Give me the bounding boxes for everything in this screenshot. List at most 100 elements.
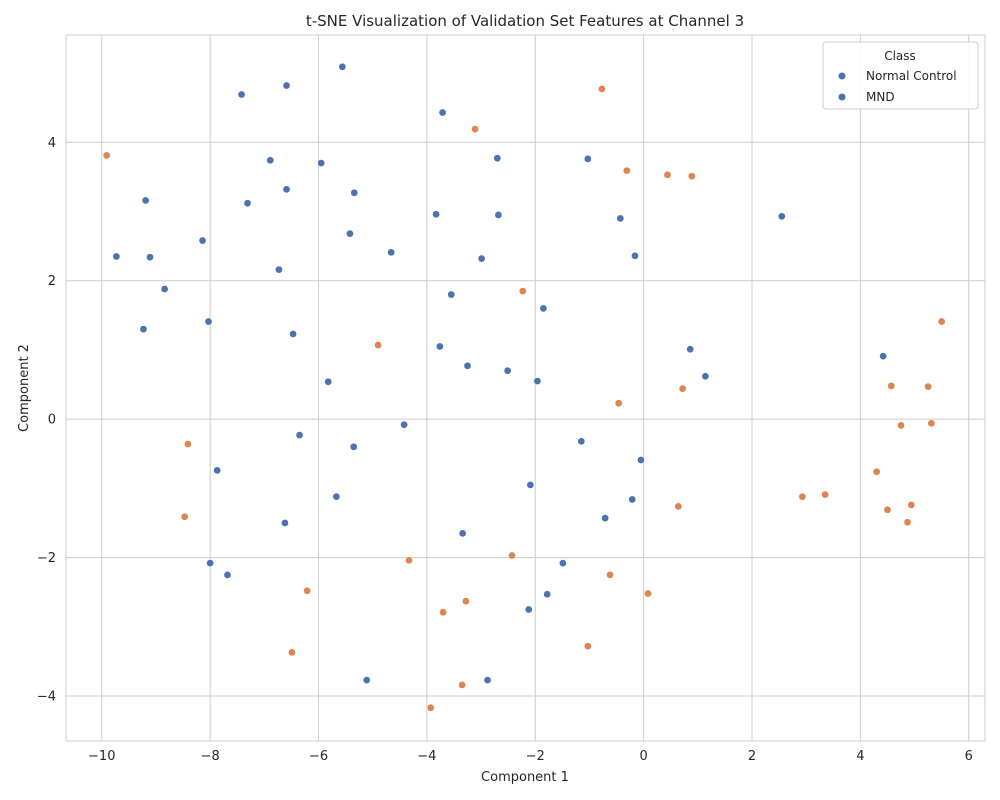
data-point-normal-control (213, 466, 222, 475)
grid-lines (66, 35, 985, 741)
data-point-mnd (598, 85, 606, 93)
data-point-normal-control (631, 251, 639, 260)
x-axis-label: Component 1 (481, 770, 569, 785)
x-tick-label: 0 (639, 749, 647, 764)
data-point-normal-control (777, 212, 786, 221)
data-point-mnd (288, 648, 296, 657)
data-point-normal-control (223, 571, 232, 579)
data-point-normal-control (332, 492, 341, 501)
x-tick-label: 2 (748, 749, 756, 764)
data-point-normal-control (438, 108, 447, 117)
data-point-mnd (374, 341, 382, 349)
data-point-normal-control (350, 188, 359, 197)
data-point-normal-control (141, 196, 150, 205)
data-point-mnd (663, 170, 672, 179)
data-point-mnd (583, 642, 592, 651)
data-point-normal-control (601, 514, 610, 522)
legend-marker-mnd (838, 93, 846, 101)
data-point-normal-control (266, 156, 275, 165)
x-tick-label: −4 (417, 749, 436, 764)
data-point-normal-control (637, 456, 645, 464)
data-point-normal-control (701, 372, 710, 381)
data-point-normal-control (387, 248, 395, 257)
data-point-mnd (937, 317, 946, 326)
y-axis-label: Component 2 (17, 344, 32, 432)
data-point-mnd (606, 571, 614, 579)
data-point-normal-control (543, 590, 552, 599)
data-point-mnd (426, 703, 435, 712)
data-point-normal-control (338, 62, 347, 71)
data-point-normal-control (436, 342, 444, 351)
data-points (102, 62, 946, 712)
data-point-normal-control (526, 481, 535, 489)
legend: Class Normal Control MND (822, 41, 979, 110)
data-point-normal-control (295, 431, 304, 439)
data-point-mnd (518, 287, 527, 295)
data-point-normal-control (524, 605, 533, 614)
data-point-normal-control (686, 345, 695, 354)
data-point-normal-control (281, 519, 289, 527)
data-point-normal-control (477, 254, 486, 263)
data-point-mnd (872, 467, 881, 476)
data-point-mnd (821, 490, 830, 499)
data-point-normal-control (317, 159, 326, 167)
x-tick-label: −8 (201, 749, 220, 764)
data-point-normal-control (206, 559, 214, 567)
data-point-mnd (508, 551, 516, 560)
data-point-normal-control (559, 559, 567, 567)
data-point-normal-control (400, 420, 408, 429)
chart-title: t-SNE Visualization of Validation Set Fe… (306, 12, 744, 30)
data-point-mnd (471, 125, 479, 133)
data-point-mnd (907, 501, 916, 509)
data-point-normal-control (243, 199, 252, 208)
data-point-normal-control (324, 377, 333, 386)
x-tick-label: 6 (965, 749, 973, 764)
data-point-mnd (180, 512, 189, 521)
plot-area-frame (65, 34, 986, 742)
data-point-mnd (462, 597, 470, 606)
legend-label-mnd: MND (866, 90, 895, 104)
data-point-mnd (688, 172, 696, 181)
data-point-normal-control (139, 325, 148, 334)
data-point-mnd (903, 518, 912, 527)
data-point-normal-control (432, 210, 440, 219)
data-point-normal-control (447, 290, 456, 299)
y-tick-label: 2 (48, 274, 56, 289)
data-point-normal-control (362, 676, 371, 684)
data-point-normal-control (483, 676, 492, 684)
data-point-normal-control (458, 529, 467, 538)
data-point-mnd (102, 151, 111, 160)
data-point-mnd (405, 556, 413, 565)
x-tick-label: −6 (309, 749, 328, 764)
data-point-normal-control (275, 265, 283, 274)
data-point-normal-control (282, 185, 291, 194)
x-tick-label: −10 (88, 749, 115, 764)
x-tick-label: −2 (526, 749, 545, 764)
y-tick-label: 0 (48, 413, 56, 428)
data-point-mnd (644, 589, 652, 598)
data-point-normal-control (146, 253, 154, 262)
data-point-mnd (622, 166, 631, 175)
data-point-normal-control (879, 352, 887, 361)
data-point-mnd (439, 608, 447, 617)
legend-label-normal-control: Normal Control (866, 69, 957, 83)
data-point-mnd (303, 586, 311, 595)
tick-labels: −10 −8 −6 −4 −2 0 2 4 6 −4 −2 0 2 4 (37, 136, 973, 764)
data-point-normal-control (112, 252, 121, 261)
data-point-normal-control (539, 304, 548, 313)
data-point-normal-control (577, 437, 586, 446)
data-point-mnd (184, 440, 192, 448)
data-point-normal-control (198, 236, 207, 245)
data-point-mnd (458, 681, 466, 689)
y-tick-label: −2 (37, 551, 56, 566)
data-point-normal-control (493, 154, 502, 163)
data-point-normal-control (533, 377, 542, 385)
x-tick-label: 4 (856, 749, 864, 764)
data-point-mnd (883, 505, 892, 514)
data-point-normal-control (616, 214, 625, 223)
data-point-mnd (614, 399, 623, 408)
data-point-normal-control (583, 155, 592, 163)
data-point-normal-control (160, 285, 169, 293)
data-point-mnd (798, 492, 807, 501)
